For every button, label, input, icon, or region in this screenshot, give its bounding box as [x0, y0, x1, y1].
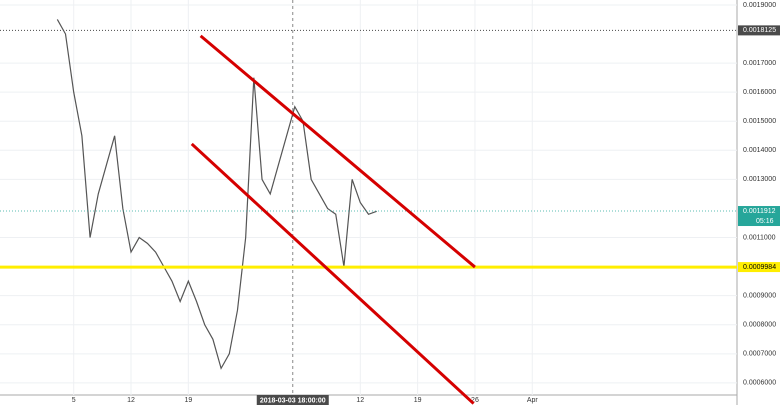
- x-tick-label: 19: [414, 397, 422, 404]
- x-tick-label: 12: [127, 397, 135, 404]
- y-tick-label: 0.0011000: [743, 234, 776, 241]
- price-level-label: 0.0009984: [743, 264, 776, 271]
- x-tick-label: 12: [356, 397, 364, 404]
- y-tick-label: 0.0006000: [743, 380, 776, 387]
- price-level-box: [738, 206, 780, 227]
- trendline: [190, 142, 475, 405]
- price-level-label: 0.0018125: [743, 27, 776, 34]
- price-line: [56, 19, 377, 370]
- x-tick-label: 19: [184, 397, 192, 404]
- y-tick-label: 0.0013000: [743, 176, 776, 183]
- price-level-label: 0.0011912: [743, 208, 776, 215]
- y-tick-label: 0.0015000: [743, 118, 776, 125]
- y-tick-label: 0.0017000: [743, 60, 776, 67]
- y-tick-label: 0.0014000: [743, 147, 776, 154]
- price-level-box: [738, 25, 780, 36]
- y-tick-label: 0.0016000: [743, 89, 776, 96]
- price-level-note: 05:16: [756, 218, 774, 225]
- crosshair-label: 2018-03-03 18:00:00: [260, 397, 326, 404]
- price-level-box: [738, 262, 780, 273]
- x-tick-label: 26: [471, 397, 479, 404]
- x-tick-label: 5: [72, 397, 76, 404]
- y-tick-label: 0.0008000: [743, 322, 776, 329]
- y-tick-label: 0.0019000: [743, 2, 776, 9]
- crosshair-label-box: [256, 395, 329, 405]
- y-tick-label: 0.0009000: [743, 293, 776, 300]
- y-tick-label: 0.0007000: [743, 351, 776, 358]
- trendline: [199, 34, 476, 269]
- x-tick-label: Apr: [527, 397, 539, 404]
